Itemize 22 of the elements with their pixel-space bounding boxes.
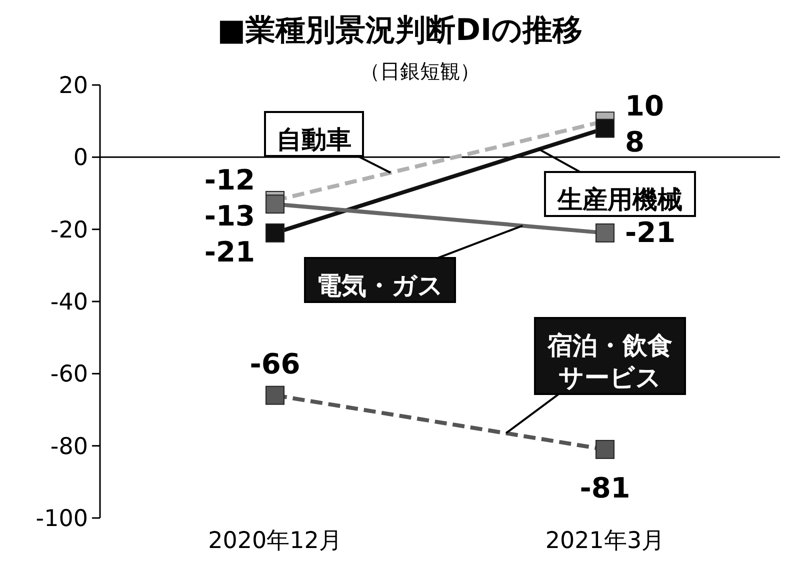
y-tick-label: -20 — [50, 217, 88, 244]
data-label: 10 — [625, 90, 664, 123]
series-label: 宿泊・飲食サービス — [546, 331, 672, 392]
data-label: -81 — [580, 471, 630, 504]
y-tick-label: -60 — [50, 362, 88, 388]
data-label: -21 — [204, 236, 255, 269]
x-tick-label: 2021年3月 — [545, 528, 665, 554]
y-tick-label: -40 — [50, 290, 88, 316]
chart-title: ■業種別景況判断DIの推移 — [217, 13, 583, 48]
series-label: 自動車 — [276, 125, 352, 154]
y-tick-label: -80 — [50, 434, 88, 460]
text: 電気・ガス — [316, 271, 444, 300]
y-tick-label: 20 — [58, 73, 88, 99]
series-label: 生産用機械 — [556, 185, 682, 214]
data-label: -21 — [625, 216, 676, 249]
chart-subtitle: （日銀短観） — [360, 59, 480, 83]
y-tick-label: 0 — [73, 145, 88, 172]
x-tick-label: 2020年12月 — [208, 528, 342, 554]
data-label: -12 — [204, 164, 255, 197]
data-label: -66 — [250, 347, 300, 380]
data-label: -13 — [204, 200, 255, 233]
y-tick-label: -100 — [36, 506, 88, 532]
